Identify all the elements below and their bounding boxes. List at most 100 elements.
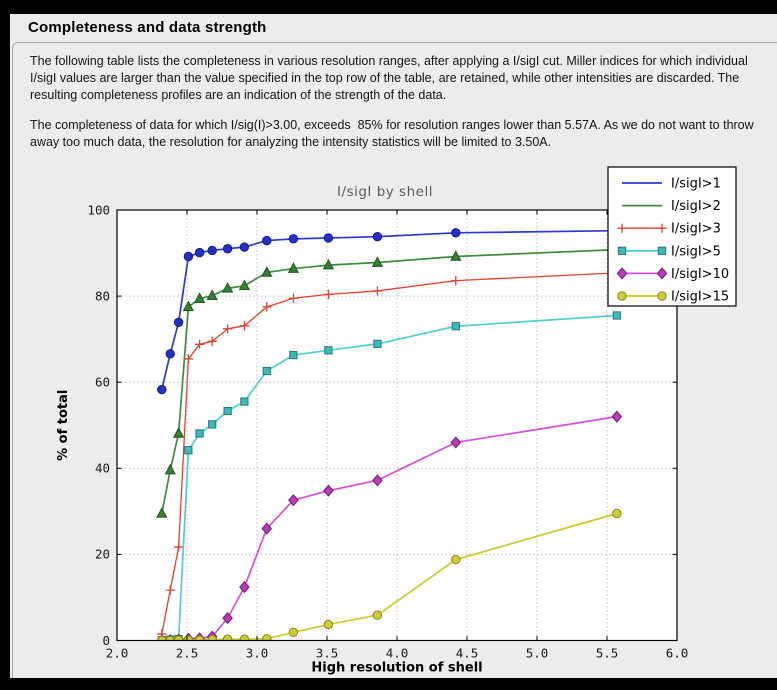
data-point-marker [221,282,234,293]
data-point-marker [165,585,175,595]
data-point-marker [206,289,218,300]
data-point-marker [222,244,233,254]
data-point-marker [616,267,628,280]
paragraph-intro: The following table lists the completene… [30,54,752,102]
data-point-marker [174,542,184,552]
y-tick-label: 80 [95,288,110,303]
data-point-marker [262,302,272,312]
legend-label: I/sigI>1 [671,177,721,192]
data-point-marker [262,235,272,246]
data-point-marker [207,336,217,346]
x-tick-label: 5.5 [596,646,619,661]
legend-item-i-sigi-15: I/sigI>15 [617,290,729,305]
data-point-marker [164,463,176,475]
data-point-marker [222,612,233,625]
data-point-marker [617,223,627,233]
paragraph-conclusion: The completeness of data for which I/sig… [30,118,758,149]
x-tick-label: 6.0 [666,646,689,661]
data-point-marker [195,339,205,349]
data-point-marker [288,293,298,303]
data-point-marker [288,234,299,244]
data-point-marker [261,522,273,535]
data-point-marker [207,634,217,641]
data-point-marker [612,508,622,519]
data-point-marker [657,246,667,255]
data-point-marker [239,242,250,252]
data-point-marker [289,350,298,360]
x-tick-label: 5.0 [526,646,549,661]
legend-item-i-sigi-1: I/sigI>1 [622,177,721,192]
data-point-marker [262,366,271,376]
data-point-marker [208,420,217,429]
y-axis-label: % of total [56,390,71,461]
data-point-marker [222,634,233,641]
data-point-marker [323,289,333,299]
data-point-marker [451,322,460,331]
data-point-marker [223,406,232,416]
window: Completeness and data strength The follo… [10,14,777,678]
data-point-marker [657,291,667,301]
data-point-marker [450,250,462,261]
data-point-marker [372,286,382,296]
data-point-marker [324,346,333,355]
y-tick-label: 40 [95,461,110,476]
chart-title: I/sigI by shell [337,184,433,200]
x-axis-label: High resolution of shell [311,661,482,676]
legend-item-i-sigi-3: I/sigI>3 [617,222,721,237]
data-point-marker [287,262,300,273]
series-line [161,272,617,635]
data-point-marker [288,627,299,638]
chart-figure: 2.0 2.5 3.0 3.5 4.0 4.5 5.0 5.5 6.0 0 20 40 60 80 100 I… [10,160,777,678]
data-point-marker [183,354,193,364]
data-point-marker [288,494,299,507]
data-point-marker [183,251,194,262]
y-tick-label: 0 [102,633,110,648]
data-point-marker [450,436,462,449]
page-title: Completeness and data strength [28,19,267,36]
data-point-marker [322,258,335,270]
data-point-marker [656,267,668,280]
data-point-marker [323,233,334,243]
data-point-marker [165,349,175,359]
legend: I/sigI>1 I/sigI>2 I/sigI>3 I/sigI>5 I/sigI>1… [607,166,737,307]
data-point-marker [372,474,383,487]
data-point-marker [451,276,461,286]
legend-label: I/sigI>3 [671,222,721,237]
data-point-marker [372,610,383,620]
series-group [156,225,623,641]
data-point-marker [157,384,167,395]
data-point-marker [371,256,384,267]
series-line [160,248,617,514]
data-point-marker [240,397,249,406]
legend-label: I/sigI>15 [671,290,729,305]
y-tick-label: 60 [95,375,110,390]
data-point-marker [173,317,184,328]
data-point-marker [223,324,233,334]
legend-label: I/sigI>10 [671,267,729,282]
legend-item-i-sigi-2: I/sigI>2 [622,199,721,214]
data-point-marker [207,245,217,256]
legend-label: I/sigI>5 [671,244,721,259]
data-point-marker [182,300,195,312]
legend-item-i-sigi-5: I/sigI>5 [617,244,721,259]
data-point-marker [617,291,627,301]
x-tick-label: 4.5 [456,646,479,661]
data-point-marker [194,247,205,258]
data-point-marker [239,634,250,641]
data-point-marker [238,279,251,291]
x-tick-label: 2.5 [176,646,199,661]
series-line [160,229,617,390]
data-point-marker [611,410,623,423]
data-point-marker [451,228,461,238]
series-i-sigi-3 [157,268,622,639]
data-point-marker [372,231,383,242]
content-panel [12,42,777,678]
completeness-chart: 2.0 2.5 3.0 3.5 4.0 4.5 5.0 5.5 6.0 0 20 40 60 80 100 I… [56,166,737,676]
data-point-marker [184,446,193,455]
data-point-marker [172,427,185,438]
data-point-marker [612,311,621,320]
x-tick-label: 3.5 [316,646,339,661]
data-point-marker [373,339,382,348]
data-point-marker [657,223,667,233]
